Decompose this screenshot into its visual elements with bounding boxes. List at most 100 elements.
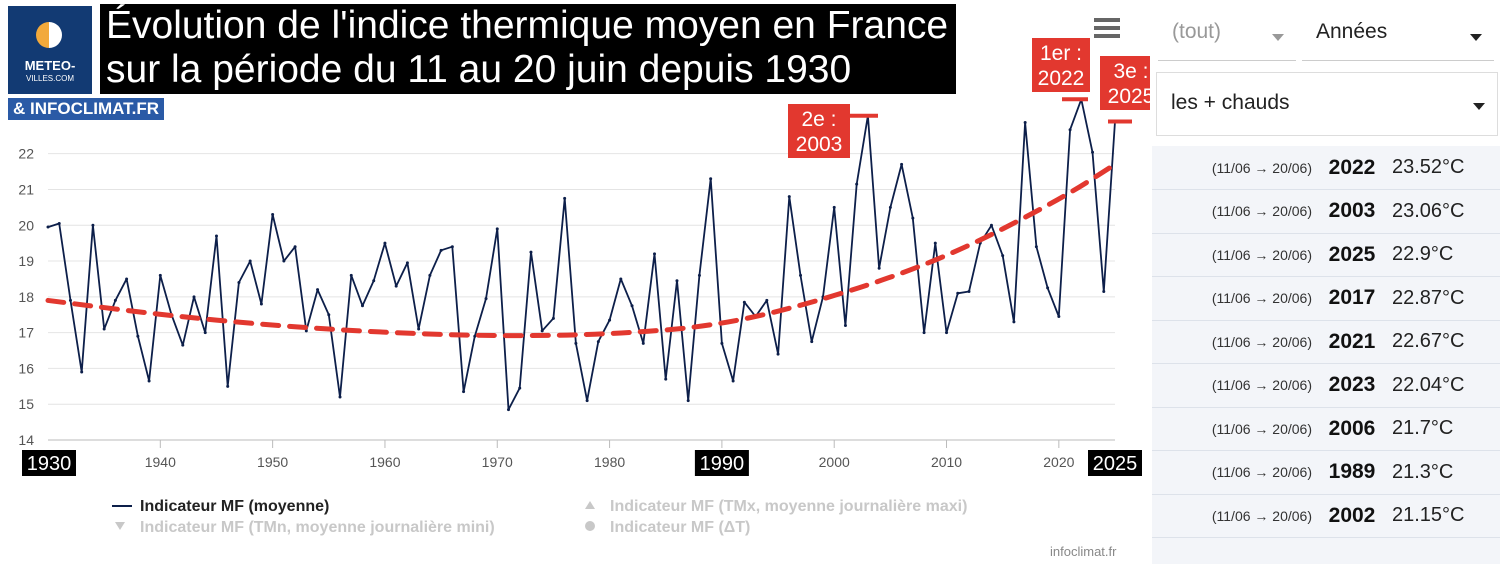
logo-subtext: VILLES.COM xyxy=(25,74,74,83)
data-point xyxy=(439,248,443,252)
data-point xyxy=(113,298,117,302)
data-point xyxy=(574,341,578,345)
ranking-row[interactable]: (11/06 → 20/06) 2021 22.67°C xyxy=(1152,320,1500,364)
legend-item[interactable]: Indicateur MF (TMx, moyenne journalière … xyxy=(585,498,967,515)
data-point xyxy=(372,279,376,283)
data-point xyxy=(967,289,971,293)
data-point xyxy=(630,304,634,308)
granularity-value: Années xyxy=(1316,20,1388,43)
annotation-rank: 3e : xyxy=(1113,60,1148,83)
data-point xyxy=(181,343,185,347)
data-point xyxy=(765,298,769,302)
data-point xyxy=(697,273,701,277)
y-tick-label: 15 xyxy=(18,396,34,412)
ranking-row[interactable]: (11/06 → 20/06) 2025 22.9°C xyxy=(1152,233,1500,277)
chart-title: Évolution de l'indice thermique moyen en… xyxy=(100,4,957,94)
data-point xyxy=(46,225,50,229)
data-point xyxy=(810,340,814,344)
x-tick-label: 2020 xyxy=(1043,454,1074,470)
data-point xyxy=(136,334,140,338)
x-tick-label: 1970 xyxy=(482,454,513,470)
data-point xyxy=(327,313,331,317)
legend-label: Indicateur MF (TMx, moyenne journalière … xyxy=(610,498,967,515)
ranking-date-range: (11/06 → 20/06) xyxy=(1211,377,1312,393)
data-point xyxy=(192,295,196,299)
ranking-row[interactable]: (11/06 → 20/06) 2002 21.15°C xyxy=(1152,494,1500,538)
data-point xyxy=(1091,150,1095,154)
data-point xyxy=(664,377,668,381)
data-point xyxy=(787,195,791,199)
data-point xyxy=(214,234,218,238)
highlight-year-box xyxy=(694,450,749,476)
period-filter-select[interactable]: (tout) xyxy=(1158,8,1296,61)
ranking-row[interactable]: (11/06 → 20/06) 2006 21.7°C xyxy=(1152,407,1500,451)
ranking-row[interactable]: (11/06 → 20/06) 2017 22.87°C xyxy=(1152,277,1500,321)
data-point xyxy=(877,266,881,270)
data-point xyxy=(1034,245,1038,249)
meteo-villes-logo: METEO- VILLES.COM xyxy=(8,6,92,94)
data-point xyxy=(832,205,836,209)
ranking-temperature: 22.87°C xyxy=(1392,286,1465,309)
highlight-year-box xyxy=(1088,450,1142,476)
legend-item[interactable]: Indicateur MF (TMn, moyenne journalière … xyxy=(115,519,495,536)
hamburger-menu-icon[interactable] xyxy=(1094,18,1120,42)
legend-item[interactable]: Indicateur MF (moyenne) xyxy=(112,498,329,515)
data-point xyxy=(125,277,129,281)
chevron-down-icon xyxy=(1470,34,1482,41)
annotation-year: 2022 xyxy=(1038,67,1085,90)
data-point xyxy=(506,408,510,412)
ranking-row[interactable]: (11/06 → 20/06) 1989 21.3°C xyxy=(1152,451,1500,495)
ranking-temperature: 22.9°C xyxy=(1392,243,1454,265)
data-point xyxy=(855,182,859,186)
triangle-down-icon xyxy=(115,522,125,530)
data-point xyxy=(731,379,735,383)
y-tick-label: 20 xyxy=(18,217,34,233)
chart-legend: Indicateur MF (moyenne) Indicateur MF (TM… xyxy=(112,498,967,536)
data-point xyxy=(304,329,308,333)
ranking-year: 2017 xyxy=(1328,286,1376,309)
ranking-row[interactable]: (11/06 → 20/06) 2003 23.06°C xyxy=(1152,190,1500,234)
annotation-box xyxy=(788,104,850,158)
data-point xyxy=(147,379,151,383)
data-point xyxy=(888,205,892,209)
data-point xyxy=(945,331,949,335)
ranking-date-range: (11/06 → 20/06) xyxy=(1211,203,1312,219)
period-filter-value: (tout) xyxy=(1172,20,1222,43)
data-point xyxy=(686,399,690,403)
x-tick-label: 1950 xyxy=(257,454,288,470)
ranking-select[interactable]: les + chauds xyxy=(1156,72,1498,136)
annotation-year: 2003 xyxy=(796,133,843,156)
data-point xyxy=(540,329,544,333)
data-point xyxy=(933,241,937,245)
ranking-row[interactable]: (11/06 → 20/06) 2023 22.04°C xyxy=(1152,364,1500,408)
x-tick-label: 2010 xyxy=(931,454,962,470)
highlight-year-label: 2025 xyxy=(1093,453,1138,475)
data-point xyxy=(349,273,353,277)
data-point xyxy=(158,273,162,277)
data-point xyxy=(911,216,915,220)
source-label: & INFOCLIMAT.FR xyxy=(8,98,165,120)
y-tick-label: 19 xyxy=(18,253,34,269)
data-point xyxy=(843,323,847,327)
sun-icon xyxy=(36,22,62,48)
data-point xyxy=(450,245,454,249)
data-point xyxy=(282,259,286,263)
data-point xyxy=(675,279,679,283)
trend-line xyxy=(45,161,1118,339)
ranking-temperature: 22.67°C xyxy=(1392,330,1465,352)
x-tick-label: 1940 xyxy=(145,454,176,470)
ranking-year: 2021 xyxy=(1328,329,1376,353)
data-point xyxy=(1012,320,1016,324)
data-point xyxy=(641,341,645,345)
legend-item[interactable]: Indicateur MF (ΔT) xyxy=(585,519,750,536)
triangle-up-icon xyxy=(585,501,595,509)
chart-annotations: 1er :2022 2e :2003 3e :2025 xyxy=(788,38,1150,158)
data-point xyxy=(1001,254,1005,258)
data-point xyxy=(653,252,657,256)
ranking-temperature: 23.06°C xyxy=(1392,199,1465,222)
granularity-select[interactable]: Années xyxy=(1302,8,1494,61)
data-point xyxy=(529,250,533,254)
ranking-row[interactable]: (11/06 → 20/06) 2022 23.52°C xyxy=(1152,146,1500,190)
annotation-rank: 1er : xyxy=(1040,42,1082,65)
